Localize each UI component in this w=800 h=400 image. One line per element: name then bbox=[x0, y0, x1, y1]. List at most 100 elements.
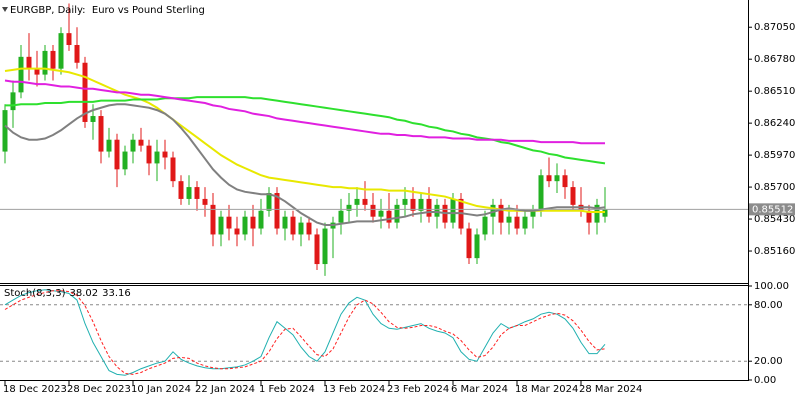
y-tick-label: 0.86780 bbox=[754, 54, 795, 65]
x-tick-label: 28 Mar 2024 bbox=[579, 384, 642, 395]
candle-body bbox=[530, 210, 536, 217]
candle-body bbox=[490, 204, 496, 217]
candle-body bbox=[114, 139, 120, 170]
y-tick-label: 0.85160 bbox=[754, 246, 795, 257]
candle-body bbox=[418, 198, 424, 211]
candle-body bbox=[186, 187, 192, 199]
x-tick-label: 18 Dec 2023 bbox=[3, 384, 67, 395]
candle-body bbox=[386, 210, 392, 223]
x-tick-label: 6 Mar 2024 bbox=[451, 384, 508, 395]
candle-body bbox=[370, 204, 376, 217]
candle-body bbox=[314, 234, 320, 265]
indicator-value: 38.02 bbox=[69, 288, 98, 299]
last-price-label: 0.85512 bbox=[752, 204, 793, 215]
candle-body bbox=[154, 151, 160, 164]
candle-body bbox=[474, 234, 480, 259]
candle-body bbox=[434, 204, 440, 217]
candle-body bbox=[362, 198, 368, 205]
y-tick-label: 0.85430 bbox=[754, 214, 795, 225]
candle-body bbox=[122, 151, 128, 170]
candle-body bbox=[42, 50, 48, 75]
candle-body bbox=[210, 204, 216, 235]
candle-body bbox=[58, 33, 64, 69]
y-tick-label: 100.00 bbox=[754, 281, 789, 292]
series-line bbox=[4, 67, 605, 213]
x-tick-label: 28 Dec 2023 bbox=[67, 384, 131, 395]
y-tick-label: 0.00 bbox=[754, 375, 776, 386]
candle-body bbox=[482, 216, 488, 235]
frame bbox=[0, 0, 749, 381]
y-tick-label: 0.87050 bbox=[754, 22, 795, 33]
indicator-title: Stoch(8,3,3) bbox=[4, 288, 66, 299]
candle-body bbox=[250, 216, 256, 229]
candle-body bbox=[18, 56, 24, 93]
candle-body bbox=[338, 210, 344, 223]
candle-body bbox=[514, 216, 520, 229]
candle-body bbox=[146, 145, 152, 164]
series-line bbox=[4, 290, 606, 375]
y-tick-label: 20.00 bbox=[754, 356, 783, 367]
y-tick-label: 0.86240 bbox=[754, 118, 795, 129]
candle-body bbox=[498, 204, 504, 223]
plot-area bbox=[0, 3, 748, 376]
candle-body bbox=[50, 50, 56, 69]
candle-body bbox=[546, 175, 552, 182]
candle-body bbox=[234, 228, 240, 235]
x-tick-label: 13 Feb 2024 bbox=[323, 384, 385, 395]
candle-body bbox=[346, 204, 352, 211]
candle-body bbox=[522, 216, 528, 229]
candle-body bbox=[354, 198, 360, 205]
candle-body bbox=[274, 193, 280, 229]
candle-body bbox=[562, 175, 568, 188]
candle-body bbox=[82, 62, 88, 122]
candle-body bbox=[98, 116, 104, 152]
chart-title: EURGBP, Daily: Euro vs Pound Sterling bbox=[10, 5, 205, 16]
series-line bbox=[4, 79, 605, 145]
candle-body bbox=[74, 44, 80, 63]
candle-body bbox=[402, 198, 408, 205]
candle-body bbox=[450, 198, 456, 223]
candle-body bbox=[10, 92, 16, 111]
y-tick-label: 80.00 bbox=[754, 300, 783, 311]
candle-body bbox=[426, 198, 432, 217]
y-tick-label: 0.85970 bbox=[754, 150, 795, 161]
candle-body bbox=[554, 175, 560, 182]
series-line bbox=[5, 96, 606, 165]
candle-body bbox=[218, 216, 224, 235]
candle-body bbox=[306, 222, 312, 235]
candle-body bbox=[194, 187, 200, 199]
candle-body bbox=[226, 216, 232, 229]
candle-body bbox=[298, 222, 304, 235]
candle-body bbox=[34, 68, 40, 75]
last-price-box bbox=[749, 203, 795, 216]
x-tick-label: 23 Feb 2024 bbox=[387, 384, 449, 395]
candle-body bbox=[170, 157, 176, 182]
candle-body bbox=[594, 204, 600, 223]
candle-body bbox=[242, 216, 248, 235]
candle-body bbox=[66, 33, 72, 45]
candle-body bbox=[378, 210, 384, 217]
candle-body bbox=[90, 116, 96, 122]
candle-body bbox=[26, 56, 32, 69]
candle-body bbox=[178, 181, 184, 199]
symbol-icon bbox=[2, 7, 8, 12]
indicator-value: 33.16 bbox=[102, 288, 131, 299]
y-tick-label: 0.86510 bbox=[754, 86, 795, 97]
candle-body bbox=[202, 198, 208, 205]
candle-body bbox=[586, 210, 592, 223]
candle-body bbox=[130, 139, 136, 152]
candle-body bbox=[258, 210, 264, 229]
x-tick-label: 22 Jan 2024 bbox=[195, 384, 255, 395]
candle-body bbox=[290, 216, 296, 235]
series-line bbox=[4, 289, 606, 376]
candle-body bbox=[2, 110, 8, 152]
candle-body bbox=[394, 204, 400, 223]
candle-body bbox=[266, 193, 272, 211]
candle-body bbox=[282, 216, 288, 229]
candle-body bbox=[162, 151, 168, 158]
x-tick-label: 10 Jan 2024 bbox=[131, 384, 191, 395]
candle-body bbox=[106, 139, 112, 152]
candle-body bbox=[538, 175, 544, 211]
y-tick-label: 0.85700 bbox=[754, 182, 795, 193]
